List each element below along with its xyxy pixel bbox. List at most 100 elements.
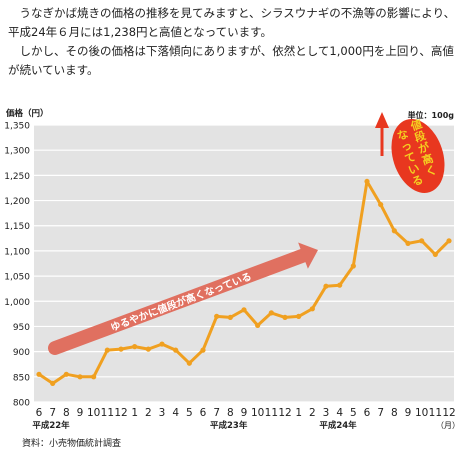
x-tick-label: 1 bbox=[131, 407, 138, 419]
price-point bbox=[337, 282, 343, 288]
callout-char: く bbox=[424, 163, 438, 179]
x-tick-label: 11 bbox=[265, 407, 278, 419]
price-point bbox=[214, 313, 220, 319]
callout-char: て bbox=[403, 150, 417, 166]
x-tick-label: 8 bbox=[227, 407, 234, 419]
price-point bbox=[118, 346, 124, 352]
callout-bubble: 値段が高く なっている bbox=[391, 117, 445, 193]
price-point bbox=[241, 307, 247, 313]
intro-paragraph-2: しかし、その後の価格は下落傾向にありますが、依然として1,000円を上回り、高値… bbox=[8, 44, 454, 77]
price-point bbox=[50, 380, 56, 386]
y-tick-label: 1,250 bbox=[4, 172, 30, 182]
y-tick-label: 800 bbox=[13, 399, 30, 409]
price-point bbox=[186, 360, 192, 366]
x-tick-label: 4 bbox=[336, 407, 343, 419]
price-point bbox=[405, 240, 411, 246]
trend-arrow-head bbox=[298, 242, 318, 269]
callout-char: っ bbox=[399, 139, 413, 155]
x-tick-label: 7 bbox=[49, 407, 56, 419]
x-tick-label: 12 bbox=[278, 407, 291, 419]
year-label: 平成24年 bbox=[319, 420, 357, 431]
y-axis-label: 価格（円） bbox=[5, 108, 49, 119]
x-tick-label: 5 bbox=[186, 407, 193, 419]
x-tick-label: 8 bbox=[391, 407, 398, 419]
price-point bbox=[309, 306, 315, 312]
price-point bbox=[296, 313, 302, 319]
price-point bbox=[77, 374, 83, 380]
x-tick-label: 6 bbox=[364, 407, 371, 419]
callout-char: 値 bbox=[408, 117, 424, 134]
price-point bbox=[159, 341, 165, 347]
y-tick-label: 900 bbox=[13, 348, 30, 358]
x-axis-label: （月） bbox=[436, 421, 460, 430]
y-tick-label: 850 bbox=[13, 373, 30, 383]
price-point bbox=[104, 347, 110, 353]
x-tick-label: 9 bbox=[405, 407, 412, 419]
x-tick-label: 10 bbox=[251, 407, 264, 419]
intro-paragraph-1: うなぎかば焼きの価格の推移を見てみますと、シラスウナギの不漁等の影響により、平成… bbox=[8, 6, 456, 39]
price-point bbox=[364, 178, 370, 185]
price-point bbox=[173, 347, 179, 353]
price-point bbox=[323, 283, 329, 289]
price-point bbox=[36, 371, 42, 377]
price-point bbox=[432, 251, 438, 258]
callout-shape bbox=[391, 119, 445, 193]
y-tick-label: 1,050 bbox=[4, 273, 30, 283]
x-tick-label: 9 bbox=[77, 407, 84, 419]
price-point bbox=[132, 344, 138, 350]
y-tick-label: 950 bbox=[13, 323, 30, 333]
price-point bbox=[378, 201, 384, 208]
price-point bbox=[419, 238, 425, 244]
price-point bbox=[200, 347, 206, 353]
price-point bbox=[227, 314, 233, 320]
up-arrow-head bbox=[375, 112, 389, 128]
price-point bbox=[446, 238, 452, 244]
y-tick-label: 1,350 bbox=[4, 122, 30, 132]
x-tick-label: 6 bbox=[36, 407, 43, 419]
trend-arrow-body bbox=[48, 248, 311, 355]
price-point bbox=[268, 310, 274, 316]
source-note: 資料：小売物価統計調査 bbox=[22, 437, 121, 449]
price-point bbox=[350, 263, 356, 269]
x-tick-label: 12 bbox=[442, 407, 455, 419]
price-point bbox=[63, 371, 69, 377]
price-point bbox=[255, 322, 261, 329]
callout-char: 高 bbox=[420, 151, 435, 168]
x-tick-label: 3 bbox=[323, 407, 330, 419]
x-tick-label: 2 bbox=[145, 407, 152, 419]
y-tick-label: 1,200 bbox=[4, 197, 30, 207]
x-tick-label: 8 bbox=[63, 407, 70, 419]
year-label: 平成23年 bbox=[210, 420, 248, 431]
price-point bbox=[91, 374, 97, 380]
callout-char: る bbox=[410, 173, 424, 189]
x-tick-label: 11 bbox=[101, 407, 114, 419]
x-tick-label: 10 bbox=[87, 407, 100, 419]
year-label: 平成22年 bbox=[32, 420, 70, 431]
y-tick-label: 1,000 bbox=[4, 298, 30, 308]
x-tick-label: 5 bbox=[350, 407, 357, 419]
y-tick-label: 1,300 bbox=[4, 147, 30, 157]
unit-label: 単位：100g bbox=[408, 110, 455, 120]
x-tick-label: 7 bbox=[213, 407, 220, 419]
y-tick-label: 1,100 bbox=[4, 247, 30, 257]
callout-char: が bbox=[416, 139, 431, 156]
price-point bbox=[145, 346, 151, 352]
x-tick-label: 12 bbox=[114, 407, 127, 419]
price-point bbox=[391, 228, 397, 234]
callout-char: な bbox=[396, 127, 410, 143]
x-tick-label: 10 bbox=[415, 407, 428, 419]
x-tick-label: 7 bbox=[377, 407, 384, 419]
intro-text: うなぎかば焼きの価格の推移を見てみますと、シラスウナギの不漁等の影響により、平成… bbox=[8, 4, 460, 80]
x-tick-label: 4 bbox=[172, 407, 179, 419]
price-point bbox=[282, 314, 288, 320]
plot-area bbox=[34, 125, 454, 402]
x-tick-label: 2 bbox=[309, 407, 316, 419]
x-tick-label: 3 bbox=[159, 407, 166, 419]
y-tick-label: 1,150 bbox=[4, 222, 30, 232]
x-tick-label: 9 bbox=[241, 407, 248, 419]
x-tick-label: 1 bbox=[295, 407, 302, 419]
callout-char: 段 bbox=[413, 128, 428, 145]
callout-char: い bbox=[407, 162, 421, 178]
x-tick-label: 11 bbox=[429, 407, 442, 419]
